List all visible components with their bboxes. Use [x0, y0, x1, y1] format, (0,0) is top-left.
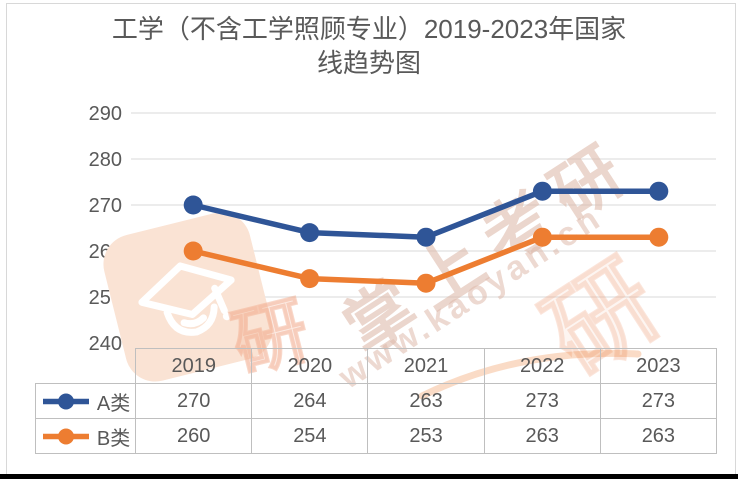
cell-b-2020: 254 [251, 418, 369, 454]
table-header-2023: 2023 [599, 348, 718, 384]
chart-title: 工学（不含工学照顾专业）2019-2023年国家 线趋势图 [0, 12, 738, 80]
table-header-2019: 2019 [135, 348, 253, 384]
table-header-2022: 2022 [483, 348, 601, 384]
table-header-row: 2019 2020 2021 2022 2023 [36, 348, 718, 384]
svg-text:280: 280 [89, 149, 122, 171]
cell-a-2019: 270 [135, 383, 253, 419]
cell-b-2019: 260 [135, 418, 253, 454]
table-row-series-b: B类 260 254 253 263 263 [34, 418, 718, 454]
cell-b-2023: 263 [599, 418, 718, 454]
series-b-label: B类 [96, 427, 131, 450]
series-a-label: A类 [96, 392, 131, 415]
legend-key [42, 428, 89, 444]
table-header-2021: 2021 [367, 348, 485, 384]
cell-b-2022: 263 [483, 418, 601, 454]
chart-title-line2: 线趋势图 [316, 48, 421, 78]
cell-a-2021: 263 [367, 383, 485, 419]
cell-a-2020: 264 [251, 383, 369, 419]
cell-a-2023: 273 [599, 383, 718, 419]
cell-b-2021: 253 [367, 418, 485, 454]
table-corner-cell [36, 349, 136, 384]
bottom-black-bar [0, 474, 738, 479]
svg-text:290: 290 [89, 103, 122, 125]
legend-cell-a: A类 [34, 383, 137, 419]
chart-title-line1: 工学（不含工学照顾专业）2019-2023年国家 [111, 14, 627, 44]
table-row-series-a: A类 270 264 263 273 273 [34, 383, 718, 419]
data-table: 2019 2020 2021 2022 2023 A类 270 [34, 348, 718, 454]
table-header-2020: 2020 [251, 348, 369, 384]
legend-cell-b: B类 [34, 418, 137, 454]
cell-a-2022: 273 [483, 383, 601, 419]
legend-key [42, 393, 89, 409]
